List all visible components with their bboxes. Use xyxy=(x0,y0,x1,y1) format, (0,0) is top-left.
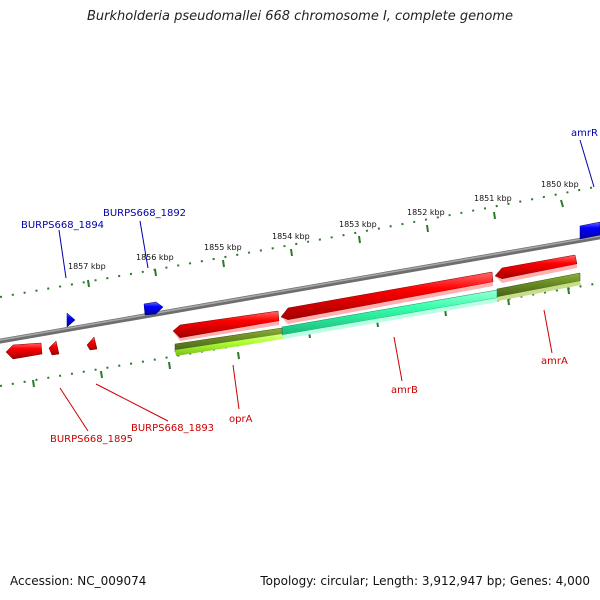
gene-BURPS668_1895-arrow[interactable] xyxy=(48,340,60,356)
major-tick-1856 xyxy=(154,268,157,277)
leader-line-BURPS668_1895 xyxy=(59,387,89,432)
tick-label-1854: 1854 kbp xyxy=(272,232,310,241)
scale-ruler-upper xyxy=(0,185,600,298)
gene-BURPS668_1894-arrow[interactable] xyxy=(66,312,76,328)
gene-leftedge-arrow[interactable] xyxy=(5,342,43,360)
leader-line-BURPS668_1894 xyxy=(58,229,67,279)
major-tick-1855 xyxy=(222,259,225,268)
lower-tick xyxy=(237,351,240,360)
leader-line-amrB xyxy=(393,336,403,382)
gene-label-BURPS668_1895[interactable]: BURPS668_1895 xyxy=(50,434,133,445)
gene-label-amrR[interactable]: amrR xyxy=(571,128,598,139)
leader-line-oprA xyxy=(232,364,240,410)
gene-label-amrA[interactable]: amrA xyxy=(541,356,568,367)
gene-amrR-arrow[interactable] xyxy=(579,221,600,240)
genome-summary-text: Topology: circular; Length: 3,912,947 bp… xyxy=(260,574,590,588)
tick-label-1851: 1851 kbp xyxy=(474,194,512,203)
map-title: Burkholderia pseudomallei 668 chromosome… xyxy=(86,9,514,24)
genome-backbone xyxy=(0,234,600,344)
lower-tick xyxy=(507,297,510,306)
gene-BURPS668_1893-arrow[interactable] xyxy=(86,336,98,351)
gene-label-amrB[interactable]: amrB xyxy=(391,385,418,396)
gene-amrA-arrow[interactable] xyxy=(494,254,578,283)
major-tick-1853 xyxy=(358,235,361,244)
accession-text: Accession: NC_009074 xyxy=(10,574,147,588)
gene-oprA-arrow[interactable] xyxy=(172,310,280,341)
gene-BURPS668_1892-arrow[interactable] xyxy=(143,301,164,316)
tick-label-1855: 1855 kbp xyxy=(204,243,242,252)
leader-line-amrR xyxy=(579,139,595,188)
cds-oprA-feature[interactable] xyxy=(174,327,283,356)
gene-label-BURPS668_1894[interactable]: BURPS668_1894 xyxy=(21,220,104,231)
gene-amrB-arrow[interactable] xyxy=(280,271,494,324)
leader-line-BURPS668_1893 xyxy=(95,383,169,422)
lower-tick xyxy=(168,361,171,370)
major-tick-1854 xyxy=(290,248,293,257)
lower-tick xyxy=(567,286,570,295)
tick-label-1852: 1852 kbp xyxy=(407,208,445,217)
gene-label-BURPS668_1893[interactable]: BURPS668_1893 xyxy=(131,423,214,434)
major-tick-1857 xyxy=(87,279,90,288)
leader-line-amrA xyxy=(543,309,553,354)
tick-label-1857: 1857 kbp xyxy=(68,262,106,271)
major-tick-1852 xyxy=(426,224,429,233)
tick-label-1853: 1853 kbp xyxy=(339,220,377,229)
major-tick-1851 xyxy=(493,211,496,220)
tick-label-1856: 1856 kbp xyxy=(136,253,174,262)
scale-ticks xyxy=(87,199,564,288)
scale-ruler-lower xyxy=(0,282,600,387)
leader-line-BURPS668_1892 xyxy=(139,220,149,269)
gene-label-BURPS668_1892[interactable]: BURPS668_1892 xyxy=(103,208,186,219)
genome-backbone-highlight xyxy=(0,235,600,341)
lower-tick xyxy=(32,379,35,388)
scale-tick-labels: 1850 kbp 1851 kbp 1852 kbp 1853 kbp 1854… xyxy=(68,180,579,271)
major-tick-1850 xyxy=(560,199,564,208)
gene-label-oprA[interactable]: oprA xyxy=(229,414,253,425)
tick-label-1850: 1850 kbp xyxy=(541,180,579,189)
lower-tick xyxy=(100,370,103,379)
